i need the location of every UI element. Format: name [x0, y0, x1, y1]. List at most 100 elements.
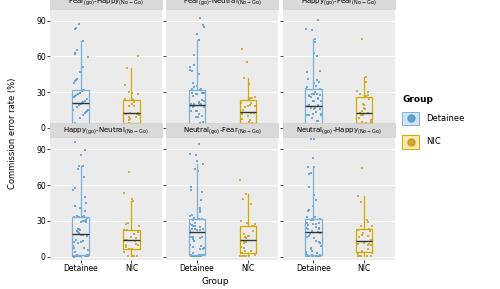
Point — [190, 104, 198, 109]
Point — [304, 113, 312, 118]
Point — [80, 99, 88, 104]
Point — [190, 218, 198, 223]
Point — [200, 125, 208, 130]
Point — [196, 228, 204, 232]
Point — [304, 209, 312, 214]
Point — [304, 164, 312, 169]
Point — [307, 105, 315, 110]
Point — [121, 238, 129, 242]
Point — [69, 254, 77, 258]
Point — [358, 101, 366, 106]
Point — [194, 254, 202, 259]
Point — [362, 124, 370, 129]
Point — [193, 159, 201, 164]
Point — [80, 214, 88, 218]
Point — [251, 104, 259, 108]
Point — [70, 253, 78, 258]
Point — [250, 111, 258, 116]
Point — [200, 123, 208, 127]
Point — [196, 16, 204, 21]
Point — [238, 251, 246, 255]
Point — [310, 192, 318, 197]
Point — [310, 125, 318, 130]
Point — [367, 243, 375, 248]
Point — [310, 39, 318, 44]
Point — [193, 254, 201, 259]
Point — [195, 37, 203, 42]
Point — [78, 101, 86, 105]
Point — [240, 76, 248, 80]
Point — [237, 219, 245, 223]
Point — [188, 227, 196, 232]
Point — [310, 193, 318, 198]
Point — [78, 100, 86, 105]
Point — [354, 242, 362, 247]
Point — [367, 120, 375, 124]
Point — [361, 106, 369, 111]
Point — [132, 239, 140, 243]
Point — [76, 206, 84, 210]
Bar — [402, 112, 419, 125]
Point — [70, 121, 78, 126]
Point — [242, 236, 250, 241]
Point — [192, 91, 200, 96]
Point — [76, 125, 84, 129]
Point — [317, 99, 325, 103]
Point — [308, 125, 316, 130]
Point — [70, 249, 78, 254]
Point — [79, 125, 87, 129]
Point — [200, 125, 208, 129]
Point — [306, 125, 314, 130]
Point — [312, 198, 320, 203]
Point — [186, 125, 194, 129]
Point — [195, 71, 203, 76]
Point — [187, 254, 195, 259]
Point — [190, 63, 198, 67]
Point — [135, 223, 143, 228]
Point — [310, 107, 318, 112]
Point — [367, 238, 375, 242]
Point — [314, 96, 322, 100]
Point — [308, 254, 316, 258]
Point — [83, 233, 91, 238]
Point — [197, 124, 205, 129]
Point — [123, 228, 131, 232]
Point — [310, 136, 318, 141]
Point — [304, 125, 312, 130]
Point — [80, 98, 88, 103]
Point — [73, 104, 81, 109]
Point — [246, 96, 254, 101]
Point — [314, 124, 322, 129]
Bar — [50, 123, 162, 138]
Point — [304, 234, 312, 238]
Point — [71, 94, 79, 99]
Point — [188, 188, 196, 192]
Point — [77, 233, 85, 238]
Point — [74, 91, 82, 96]
Point — [247, 249, 255, 253]
Point — [196, 101, 203, 105]
Point — [247, 101, 255, 105]
Point — [192, 221, 200, 225]
Point — [302, 124, 310, 129]
Point — [130, 104, 138, 108]
Point — [75, 103, 83, 107]
Point — [358, 108, 366, 113]
Point — [134, 112, 141, 116]
Point — [359, 230, 367, 235]
Point — [244, 234, 252, 238]
Point — [196, 103, 203, 108]
Point — [124, 118, 132, 122]
Point — [72, 48, 80, 53]
Point — [82, 253, 90, 258]
Point — [79, 88, 87, 92]
Point — [70, 254, 78, 258]
Point — [245, 97, 253, 102]
Point — [188, 254, 196, 258]
Point — [130, 232, 138, 237]
Point — [316, 220, 324, 225]
Point — [246, 125, 254, 130]
Point — [82, 110, 90, 114]
Point — [315, 240, 323, 244]
Point — [359, 112, 367, 117]
